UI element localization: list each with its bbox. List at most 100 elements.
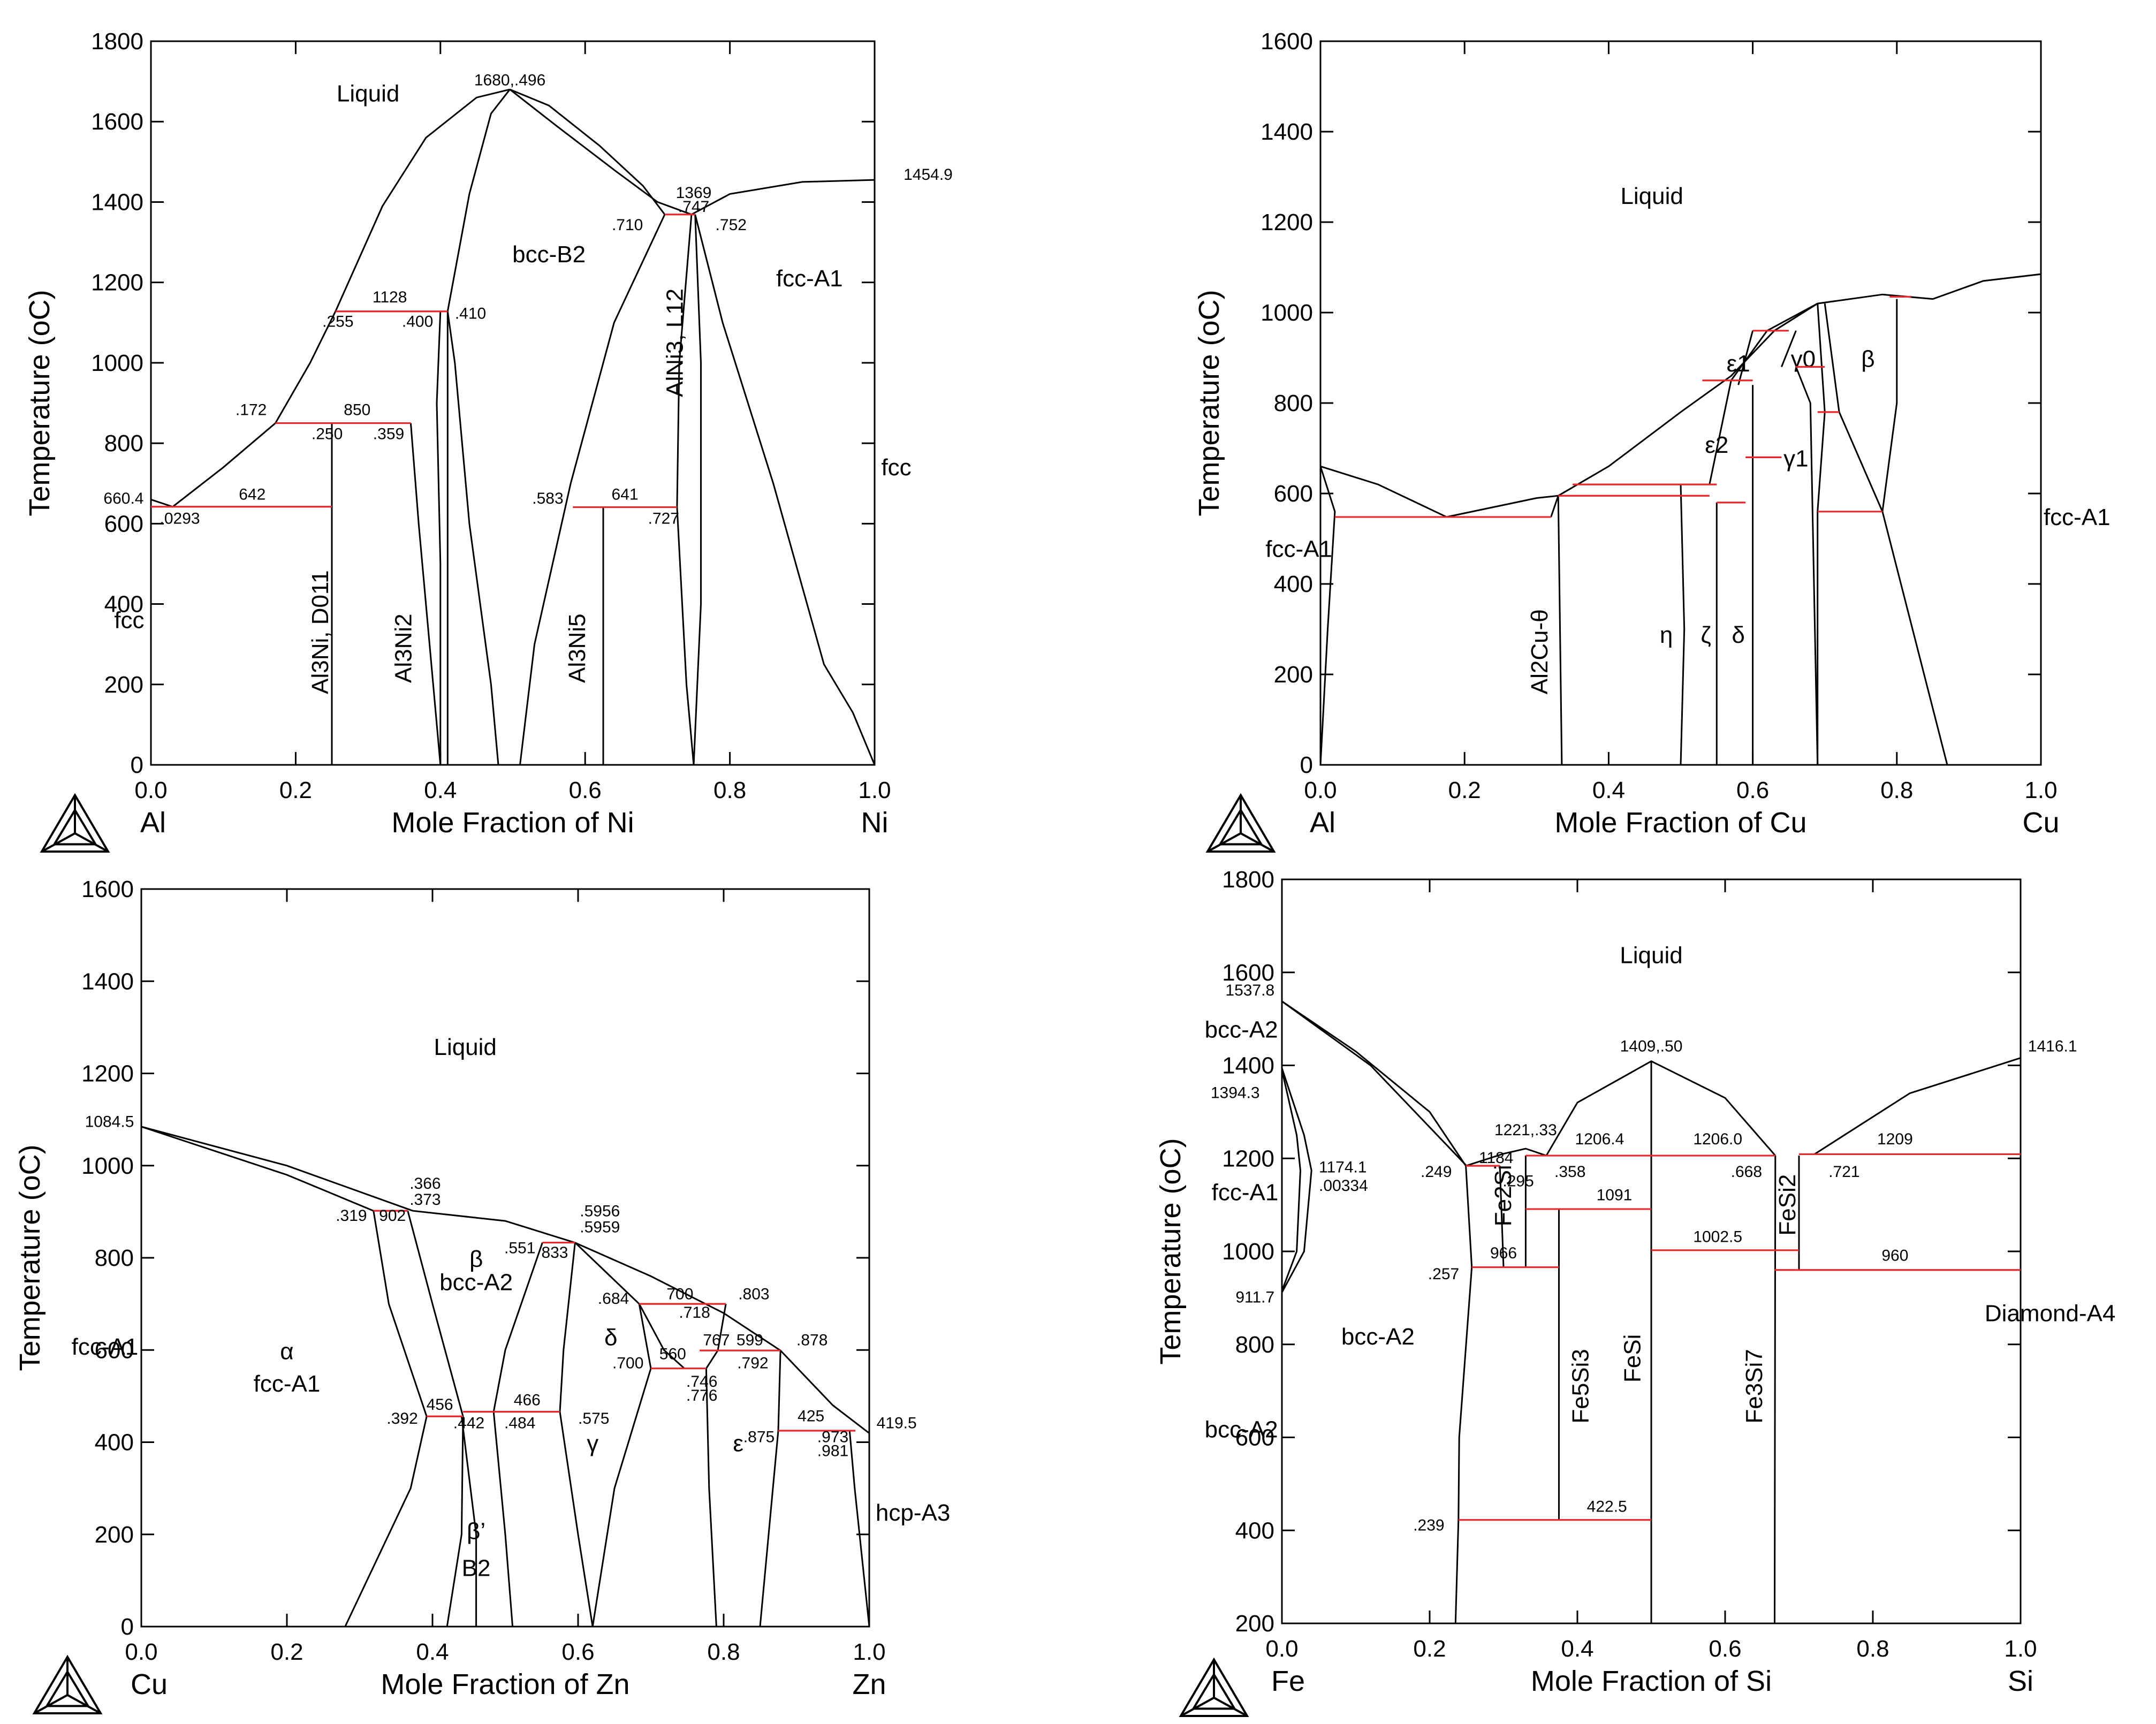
- y-tick-label: 1400: [1222, 1053, 1274, 1079]
- phase-label: Fe2Si: [1490, 1165, 1516, 1226]
- y-tick-label: 600: [1274, 481, 1313, 507]
- phase-label: bcc-B2: [512, 241, 586, 268]
- point-annotation: 1128: [373, 288, 407, 306]
- x-tick-label: 0.4: [424, 777, 457, 803]
- phase-boundary: [1499, 1166, 1505, 1267]
- al-ni-phase-diagram: 0 200 400 600 800 1000 1200 1400 1600 1800 0.0 0.2 0…: [24, 28, 953, 853]
- phase-boundary: [691, 179, 875, 216]
- left-element-label: Cu: [131, 1668, 168, 1700]
- point-annotation: .747: [678, 198, 709, 216]
- phase-boundary: [1824, 303, 1948, 765]
- phase-label: fcc-A1: [1212, 1179, 1279, 1205]
- point-annotation: 1680,.496: [474, 72, 545, 89]
- x-tick-label: 1.0: [858, 777, 891, 803]
- point-annotation: .710: [612, 216, 643, 234]
- point-annotation: 700: [666, 1286, 693, 1303]
- phase-boundary: [1881, 299, 1898, 512]
- phase-boundary: [638, 1303, 685, 1369]
- y-tick-label: 1400: [1261, 119, 1313, 145]
- phase-label: Liquid: [1620, 942, 1682, 968]
- phase-boundary: [436, 311, 442, 765]
- y-tick-label: 600: [95, 1337, 134, 1363]
- point-annotation: 1221,.33: [1494, 1121, 1557, 1139]
- thermo-calc-logo-icon: [32, 1654, 103, 1714]
- point-annotation: .366: [409, 1175, 441, 1193]
- phase-boundary: [759, 1350, 781, 1627]
- phase-label: Liquid: [337, 81, 399, 107]
- right-element-label: Si: [2008, 1665, 2033, 1697]
- phase-label: Liquid: [434, 1034, 496, 1060]
- phase-label: bcc-A2: [1205, 1016, 1278, 1043]
- point-annotation: .875: [743, 1429, 775, 1446]
- point-annotation: 902: [379, 1207, 406, 1225]
- phase-boundary: [848, 1430, 870, 1627]
- point-annotation: .239: [1413, 1516, 1444, 1534]
- phase-label: fcc-A1: [72, 1334, 139, 1360]
- x-tick-label: 0.0: [1304, 777, 1337, 803]
- phase-label: Fe3Si7: [1741, 1349, 1767, 1423]
- phase-boundary: [510, 88, 666, 215]
- y-tick-label: 1200: [91, 270, 143, 296]
- phase-label: fcc-A1: [776, 265, 843, 292]
- x-tick-label: 0.6: [1709, 1636, 1741, 1662]
- phase-boundary: [141, 1126, 374, 1212]
- y-tick-label: 200: [1274, 662, 1313, 688]
- phase-boundary: [446, 89, 511, 312]
- point-annotation: .255: [322, 313, 353, 330]
- x-tick-label: 1.0: [2004, 1636, 2037, 1662]
- y-tick-label: 1600: [81, 876, 134, 902]
- point-annotation: 419.5: [877, 1415, 917, 1432]
- point-annotation: 1537.8: [1225, 982, 1274, 999]
- y-tick-label: 1000: [81, 1153, 134, 1179]
- phase-boundary: [409, 423, 442, 765]
- left-element-label: Al: [1310, 807, 1335, 839]
- point-annotation: 1174.1: [1319, 1158, 1367, 1176]
- y-tick-label: 800: [1235, 1332, 1274, 1358]
- point-annotation: .752: [716, 216, 747, 234]
- y-tick-label: 0: [131, 752, 143, 778]
- thermo-calc-logo-icon: [1179, 1657, 1249, 1717]
- x-tick-label: 0.6: [1736, 777, 1769, 803]
- point-annotation: .00334: [1319, 1177, 1368, 1195]
- point-annotation: 456: [427, 1396, 453, 1414]
- x-tick-label: 0.8: [713, 777, 746, 803]
- y-tick-label: 600: [104, 511, 143, 537]
- x-tick-label: 0.0: [1265, 1636, 1298, 1662]
- left-element-label: Fe: [1271, 1665, 1305, 1697]
- y-tick-label: 800: [1274, 390, 1313, 416]
- phase-boundary: [1817, 303, 1826, 765]
- point-annotation: 1454.9: [904, 166, 953, 184]
- y-tick-label: 600: [1235, 1425, 1274, 1451]
- phase-label: γ1: [1783, 445, 1808, 472]
- point-annotation: .400: [402, 313, 433, 330]
- point-annotation: 1416.1: [2028, 1037, 2077, 1055]
- right-element-label: Zn: [852, 1668, 886, 1700]
- y-tick-label: 1200: [81, 1061, 134, 1087]
- point-annotation: 966: [1490, 1244, 1517, 1262]
- x-tick-label: 0.2: [270, 1639, 303, 1665]
- x-tick-label: 0.4: [1561, 1636, 1593, 1662]
- phase-label: FeSi: [1619, 1334, 1645, 1383]
- phase-label: fcc-A1: [254, 1371, 321, 1397]
- x-tick-label: 0.8: [1880, 777, 1913, 803]
- phase-boundary: [492, 1242, 543, 1627]
- point-annotation: .410: [455, 305, 486, 322]
- phase-boundary: [693, 214, 702, 765]
- point-annotation: .727: [648, 510, 679, 527]
- phase-label: ε2: [1705, 432, 1728, 458]
- plot-frame: [140, 888, 870, 1628]
- point-annotation: .981: [817, 1442, 848, 1460]
- point-annotation: .5959: [580, 1219, 620, 1236]
- point-annotation: 1002.5: [1693, 1228, 1742, 1246]
- phase-boundary: [705, 1368, 717, 1627]
- phase-label: bcc-A2: [439, 1269, 513, 1295]
- point-annotation: 641: [612, 485, 639, 503]
- point-annotation: 660.4: [103, 490, 143, 507]
- y-tick-label: 200: [104, 672, 143, 698]
- phase-boundary: [1709, 302, 1818, 485]
- phase-boundary: [1454, 1166, 1473, 1624]
- point-annotation: 1206.0: [1693, 1130, 1742, 1148]
- point-annotation: .803: [738, 1286, 769, 1303]
- y-tick-label: 800: [104, 430, 143, 457]
- y-tick-label: 1600: [1222, 960, 1274, 986]
